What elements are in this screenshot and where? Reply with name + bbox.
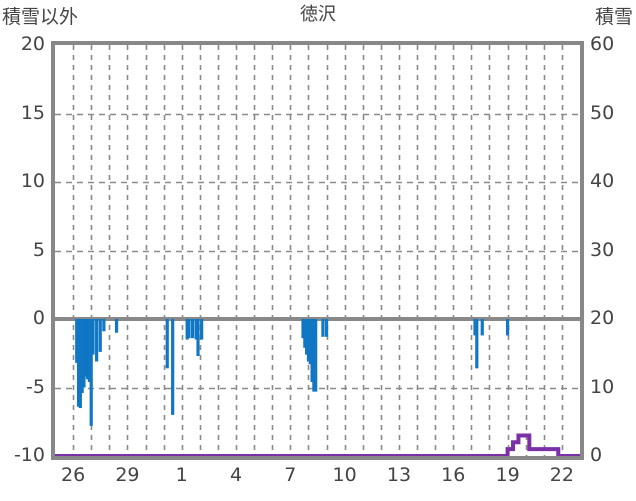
precip-bar xyxy=(187,319,191,339)
precip-bar xyxy=(321,319,325,337)
x-tick: 22 xyxy=(549,464,574,486)
precip-bar xyxy=(85,319,90,380)
precip-bar xyxy=(114,319,119,333)
snow-depth-path xyxy=(55,433,580,456)
vertical-gridlines xyxy=(72,45,564,456)
x-tick: 4 xyxy=(229,464,243,486)
y-tick-left: 0 xyxy=(32,307,45,329)
precip-bar xyxy=(303,319,307,348)
precip-bar xyxy=(102,319,106,332)
right-axis-title: 積雪 xyxy=(594,6,633,28)
y-tick-right: 10 xyxy=(590,375,615,398)
precip-bar xyxy=(200,319,204,340)
y-tick-left: -5 xyxy=(26,375,45,398)
precip-bar xyxy=(80,319,84,393)
precip-bar xyxy=(306,319,311,362)
precip-bar xyxy=(95,319,99,362)
precip-bar xyxy=(98,319,102,352)
plot-area xyxy=(51,41,584,460)
precip-bar xyxy=(324,319,329,337)
precip-bar xyxy=(82,319,86,388)
x-tick: 1 xyxy=(175,464,188,486)
y-tick-left: 10 xyxy=(20,170,45,192)
precipitation-bars xyxy=(75,319,510,426)
precip-bar xyxy=(301,319,305,339)
plot-inner xyxy=(55,45,580,456)
x-tick: 19 xyxy=(495,464,520,486)
precip-bar xyxy=(185,319,189,340)
precip-bar xyxy=(89,319,93,426)
x-tick: 10 xyxy=(332,464,357,486)
precip-bar xyxy=(171,319,175,415)
precip-bar xyxy=(194,319,198,340)
y-tick-right: 0 xyxy=(590,444,603,466)
precip-bar xyxy=(165,319,169,369)
x-tick: 26 xyxy=(61,464,86,486)
precip-bar xyxy=(78,319,82,409)
y-tick-left: -10 xyxy=(13,444,45,466)
x-tick: 29 xyxy=(115,464,140,486)
y-tick-left: 15 xyxy=(20,101,45,124)
chart-title: 徳沢 xyxy=(300,4,336,25)
precip-bar xyxy=(314,319,318,392)
snow-depth-line xyxy=(55,433,580,456)
precip-bar xyxy=(308,319,312,365)
precip-bar xyxy=(196,319,200,356)
horizontal-gridlines xyxy=(55,113,580,390)
precip-bar xyxy=(505,319,510,336)
precip-bar xyxy=(312,319,316,392)
precip-bar xyxy=(305,319,309,355)
precip-bar xyxy=(75,319,79,363)
y-tick-right: 40 xyxy=(590,170,615,192)
precip-bar xyxy=(473,319,477,336)
precip-bar xyxy=(475,319,479,369)
x-tick: 13 xyxy=(386,464,412,486)
precip-bar xyxy=(310,319,314,383)
precip-bar xyxy=(87,319,91,383)
precip-bar xyxy=(76,319,81,407)
y-tick-right: 20 xyxy=(590,307,615,329)
x-tick: 7 xyxy=(284,464,297,486)
x-tick: 16 xyxy=(441,464,466,486)
left-axis-title: 積雪以外 xyxy=(2,6,79,28)
y-tick-left: 5 xyxy=(32,238,45,261)
y-tick-left: 20 xyxy=(20,33,45,55)
y-tick-right: 30 xyxy=(590,238,615,261)
precip-bar xyxy=(480,319,484,336)
y-tick-right: 60 xyxy=(590,33,615,55)
precip-bar xyxy=(91,319,95,355)
precip-bar xyxy=(190,319,195,339)
precip-bar xyxy=(84,319,88,377)
plot-svg xyxy=(55,45,580,456)
y-tick-right: 50 xyxy=(590,101,615,124)
